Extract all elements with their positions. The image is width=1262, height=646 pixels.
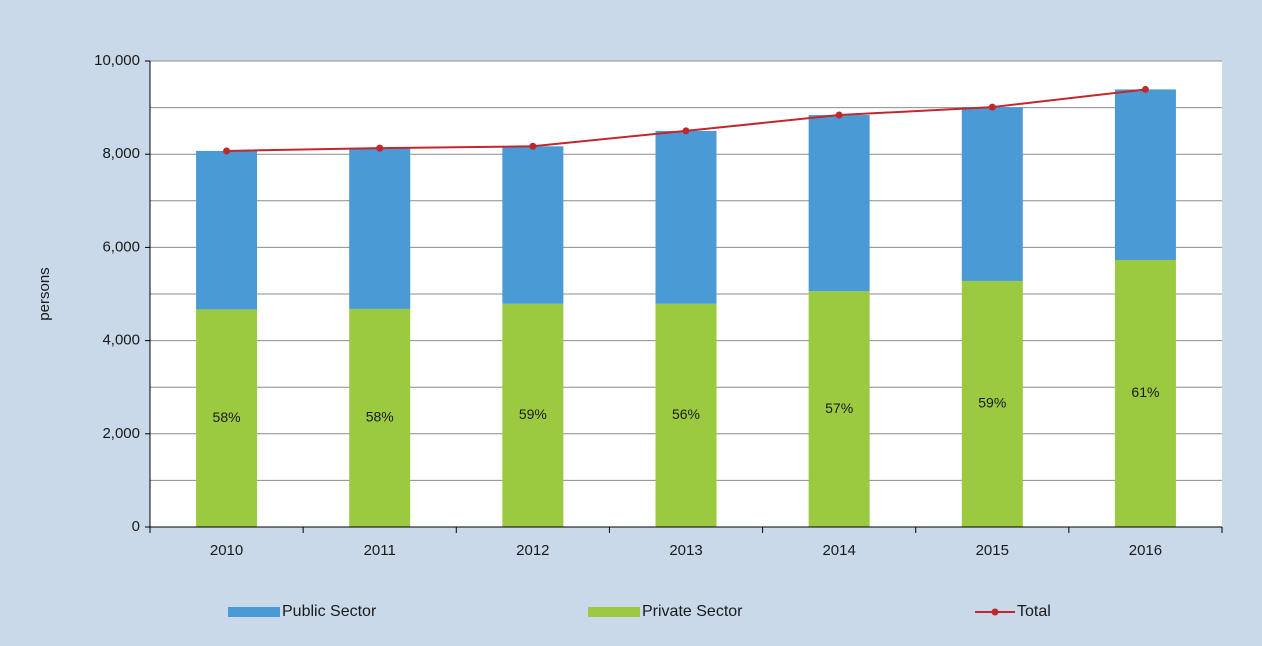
share-label: 61%: [1131, 384, 1159, 400]
y-axis-label: persons: [36, 267, 53, 320]
y-tick-label: 4,000: [102, 332, 140, 349]
bar: [655, 303, 717, 527]
legend-swatch: [588, 607, 640, 617]
share-label: 59%: [978, 395, 1006, 411]
line-marker: [376, 144, 384, 152]
bar: [349, 148, 411, 309]
share-label: 58%: [366, 409, 394, 425]
share-label: 59%: [519, 406, 547, 422]
legend-swatch: [228, 607, 280, 617]
share-label: 56%: [672, 406, 700, 422]
x-tick-label: 2013: [669, 542, 702, 559]
bar: [502, 146, 564, 304]
legend-swatch: [991, 608, 999, 616]
bar: [655, 130, 717, 304]
line-marker: [223, 147, 231, 155]
bar: [808, 115, 870, 292]
x-tick-label: 2012: [516, 542, 549, 559]
y-tick-label: 6,000: [102, 238, 140, 255]
x-tick-label: 2011: [364, 542, 396, 559]
x-tick-label: 2015: [976, 542, 1009, 559]
line-marker: [529, 142, 537, 150]
bar: [961, 280, 1023, 527]
line-marker: [1141, 85, 1149, 93]
line-marker: [682, 127, 690, 135]
legend-label: Public Sector: [282, 603, 377, 620]
y-tick-label: 10,000: [94, 52, 140, 69]
y-tick-label: 2,000: [102, 425, 140, 442]
line-marker: [988, 103, 996, 111]
share-label: 58%: [213, 409, 241, 425]
bar: [196, 309, 258, 527]
bar: [1114, 259, 1176, 527]
legend-label: Total: [1017, 603, 1051, 620]
share-label: 57%: [825, 400, 853, 416]
y-tick-label: 8,000: [102, 145, 140, 162]
y-tick-label: 0: [132, 518, 140, 535]
bar: [961, 107, 1023, 281]
x-tick-label: 2010: [210, 542, 243, 559]
bar: [1114, 89, 1176, 260]
line-marker: [835, 111, 843, 119]
legend-label: Private Sector: [642, 603, 743, 620]
x-tick-label: 2016: [1129, 542, 1162, 559]
bar: [349, 308, 411, 527]
bar: [196, 150, 258, 310]
bar: [502, 303, 564, 527]
x-tick-label: 2014: [822, 542, 855, 559]
bar: [808, 291, 870, 527]
